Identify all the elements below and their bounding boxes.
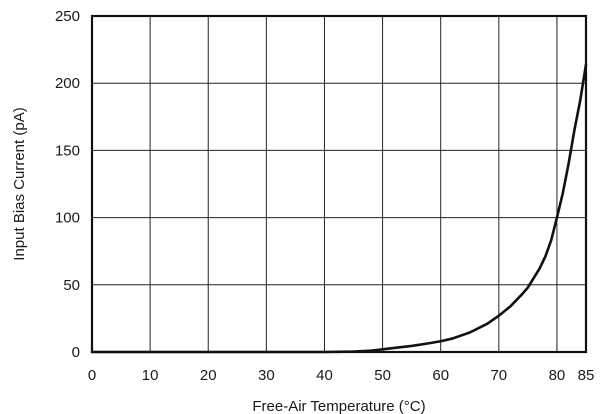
y-tick-label: 250 (55, 8, 80, 25)
plot-frame (90, 14, 588, 354)
x-tick-label: 30 (258, 367, 275, 384)
series-layer (90, 63, 588, 354)
y-tick-label: 150 (55, 142, 80, 159)
y-axis-title: Input Bias Current (pA) (11, 107, 28, 260)
x-tick-labels: 0 10 20 30 40 50 60 70 80 85 (88, 367, 595, 384)
x-tick-label: 20 (200, 367, 217, 384)
x-tick-label: 40 (316, 367, 333, 384)
y-tick-label: 100 (55, 210, 80, 227)
y-tick-label: 200 (55, 75, 80, 92)
x-tick-label: 70 (490, 367, 507, 384)
grid-lines (92, 16, 586, 352)
x-tick-label: 60 (432, 367, 449, 384)
series-line (90, 63, 588, 354)
x-tick-label: 85 (578, 367, 595, 384)
y-tick-labels: 0 50 100 150 200 250 (55, 8, 80, 361)
y-tick-label: 0 (72, 344, 80, 361)
x-axis-title: Free-Air Temperature (°C) (252, 398, 425, 414)
x-tick-label: 50 (374, 367, 391, 384)
x-tick-label: 10 (142, 367, 159, 384)
x-tick-label: 80 (549, 367, 566, 384)
x-tick-label: 0 (88, 367, 96, 384)
y-tick-label: 50 (63, 277, 80, 294)
